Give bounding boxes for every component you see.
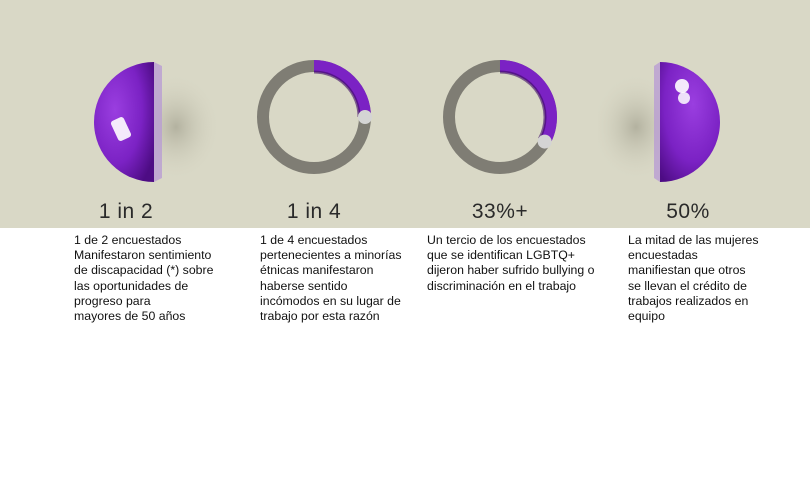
stat-description: 1 de 4 encuestados pertenecientes a mino… [260, 233, 402, 324]
stat-3: 33%+ Un tercio de los encuestados que se… [410, 0, 594, 488]
stat-big-label: 1 in 4 [286, 200, 342, 223]
donut-knob [537, 134, 552, 149]
stat-1: 1 in 2 1 de 2 encuestados Manifestaron s… [36, 0, 216, 488]
stat-big-label: 50% [666, 200, 710, 223]
half-sphere-right-graphic [598, 62, 720, 182]
donut-graphic [257, 60, 372, 174]
donut-arc-shadow [313, 70, 361, 118]
stat-2: 1 in 4 1 de 4 encuestados pertenecientes… [224, 0, 404, 488]
donut-arc-shadow [499, 70, 547, 140]
stat-4: 50% La mitad de las mujeres encuestadas … [598, 0, 778, 488]
stat-big-label: 33%+ [471, 200, 529, 223]
stat-description: Un tercio de los encuestados que se iden… [427, 233, 595, 293]
donut-knob [358, 110, 372, 124]
donut-graphic [443, 60, 557, 174]
donut-value-arc [313, 60, 371, 118]
stat-big-label: 1 in 2 [98, 200, 154, 223]
stat-description: La mitad de las mujeres encuestadas mani… [628, 233, 759, 324]
half-sphere-left-graphic [94, 62, 216, 182]
donut-value-arc [499, 60, 557, 145]
stat-description: 1 de 2 encuestados Manifestaron sentimie… [74, 233, 214, 324]
